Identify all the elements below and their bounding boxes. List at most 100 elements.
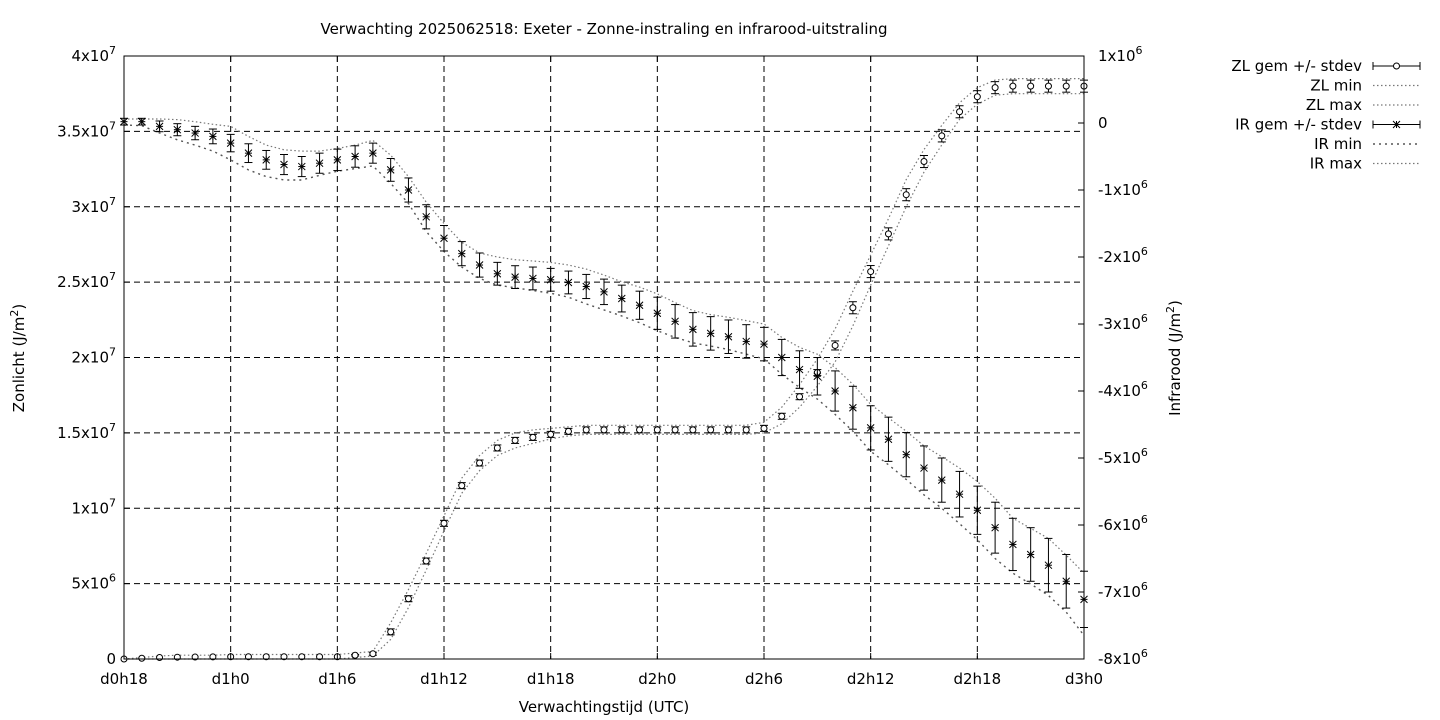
ir-mean-point xyxy=(564,270,573,295)
ir-mean-point xyxy=(848,385,857,430)
ir-mean-point xyxy=(831,370,840,412)
ir-max-line xyxy=(124,118,1085,574)
legend-label: ZL min xyxy=(1310,77,1362,95)
zl-mean-point xyxy=(653,426,662,434)
axes-layer: d0h18 d1h0 d1h6 d1h12 d1h18 d2h0 d2h6 d2h12 d2h1… xyxy=(57,44,1148,688)
ir-mean-point xyxy=(528,266,537,291)
zl-mean-point xyxy=(582,426,591,434)
x-tick-label: d1h18 xyxy=(527,670,575,688)
zl-mean-point xyxy=(564,427,573,435)
ir-mean-point xyxy=(600,278,608,306)
ir-mean-point xyxy=(973,485,982,535)
ir-mean-point xyxy=(1062,553,1071,609)
zl-mean-point xyxy=(724,426,733,434)
zl-mean-point xyxy=(777,412,786,420)
zl-mean-point xyxy=(316,653,324,661)
ir-mean-point xyxy=(742,324,751,359)
ir-mean-point xyxy=(635,290,644,320)
ir-mean-point xyxy=(777,338,786,377)
zl-max-line xyxy=(123,77,1084,660)
zl-mean-point xyxy=(475,459,484,467)
x-tick-label: d2h12 xyxy=(847,670,895,688)
ir-mean-point xyxy=(511,265,520,289)
ir-mean-point xyxy=(191,125,200,141)
chart-title: Verwachting 2025062518: Exeter - Zonne-i… xyxy=(320,20,887,38)
y2-tick-label: -6x106 xyxy=(1098,513,1148,534)
zl-mean-point xyxy=(866,265,875,279)
y-tick-label: 3x107 xyxy=(71,195,116,216)
y2-tick-label: -4x106 xyxy=(1098,379,1148,400)
ir-mean-point xyxy=(493,261,502,286)
ir-mean-point xyxy=(653,296,662,330)
y-axis-label: Zonlicht (J/m2) xyxy=(8,304,28,413)
ir-mean-point xyxy=(937,457,946,503)
ir-mean-point xyxy=(1008,517,1017,572)
y-tick-label: 1x107 xyxy=(71,496,116,517)
zl-mean-point xyxy=(209,653,217,661)
ir-mean-point xyxy=(475,252,484,278)
zl-mean-point xyxy=(991,81,1000,95)
ir-mean-point xyxy=(422,204,431,230)
zl-mean-point xyxy=(831,340,840,351)
ir-mean-point xyxy=(226,133,235,153)
zl-mean-point xyxy=(848,301,857,315)
zl-mean-point xyxy=(671,426,680,434)
ir-mean-point xyxy=(386,158,395,182)
svg-text:Zonlicht (J/m2): Zonlicht (J/m2) xyxy=(8,304,28,413)
zl-mean-point xyxy=(1026,79,1035,93)
zl-mean-point xyxy=(1008,79,1017,93)
zl-mean-point xyxy=(138,654,146,662)
ir-mean-point xyxy=(173,123,182,137)
ir-mean-point xyxy=(440,225,448,252)
y-tick-label: 2.5x107 xyxy=(57,270,116,291)
zl-mean-point xyxy=(386,628,395,636)
zl-mean-point xyxy=(600,426,608,434)
zl-mean-point xyxy=(368,650,377,658)
ir-mean-point xyxy=(137,117,146,126)
ir-mean-point xyxy=(760,326,768,362)
legend-swatch xyxy=(1372,120,1421,129)
zl-mean-point xyxy=(422,557,431,565)
ir-mean-point xyxy=(955,470,964,518)
y2-tick-label: 1x106 xyxy=(1098,44,1143,65)
ir-mean-point xyxy=(351,145,360,168)
ir-mean-point xyxy=(404,177,413,203)
y2-tick-label: -7x106 xyxy=(1098,580,1148,601)
zl-mean-point xyxy=(955,105,964,119)
y2-tick-label: -2x106 xyxy=(1098,245,1148,266)
ir-mean-point xyxy=(582,273,591,300)
legend-label: ZL max xyxy=(1306,96,1362,114)
y-tick-label: 3.5x107 xyxy=(57,119,116,140)
y2-axis-label: Infrarood (J/m2) xyxy=(1164,300,1184,416)
zl-mean-point xyxy=(884,227,893,241)
zl-mean-point xyxy=(635,426,644,434)
ir-mean-point xyxy=(333,148,342,172)
x-tick-label: d1h0 xyxy=(212,670,250,688)
ir-mean-point xyxy=(208,128,217,145)
ir-mean-point xyxy=(262,149,271,170)
zl-mean-point xyxy=(440,519,448,527)
ir-min-line xyxy=(123,124,1085,636)
ir-mean-point xyxy=(920,445,928,491)
zl-mean-point xyxy=(688,426,697,434)
zl-mean-point xyxy=(706,426,715,434)
legend-label: IR max xyxy=(1310,155,1362,173)
ir-mean-point xyxy=(884,416,893,462)
ir-mean-point xyxy=(546,267,555,292)
x-tick-label: d3h0 xyxy=(1065,670,1103,688)
zl-mean-point xyxy=(546,430,555,438)
zl-mean-point xyxy=(760,424,768,432)
y-tick-label: 5x106 xyxy=(71,572,116,593)
zl-min-line xyxy=(124,93,1084,660)
ir-mean-point xyxy=(706,316,715,351)
ir-mean-point xyxy=(866,405,875,451)
zl-mean-point xyxy=(937,129,946,143)
legend-label: IR min xyxy=(1314,135,1362,153)
y2-tick-label: -5x106 xyxy=(1098,446,1148,467)
y-tick-label: 0 xyxy=(106,650,116,668)
ir-mean-point xyxy=(280,153,288,176)
y-tick-label: 1.5x107 xyxy=(57,421,116,442)
x-tick-label: d2h0 xyxy=(638,670,676,688)
svg-text:Infrarood (J/m2): Infrarood (J/m2) xyxy=(1164,300,1184,416)
